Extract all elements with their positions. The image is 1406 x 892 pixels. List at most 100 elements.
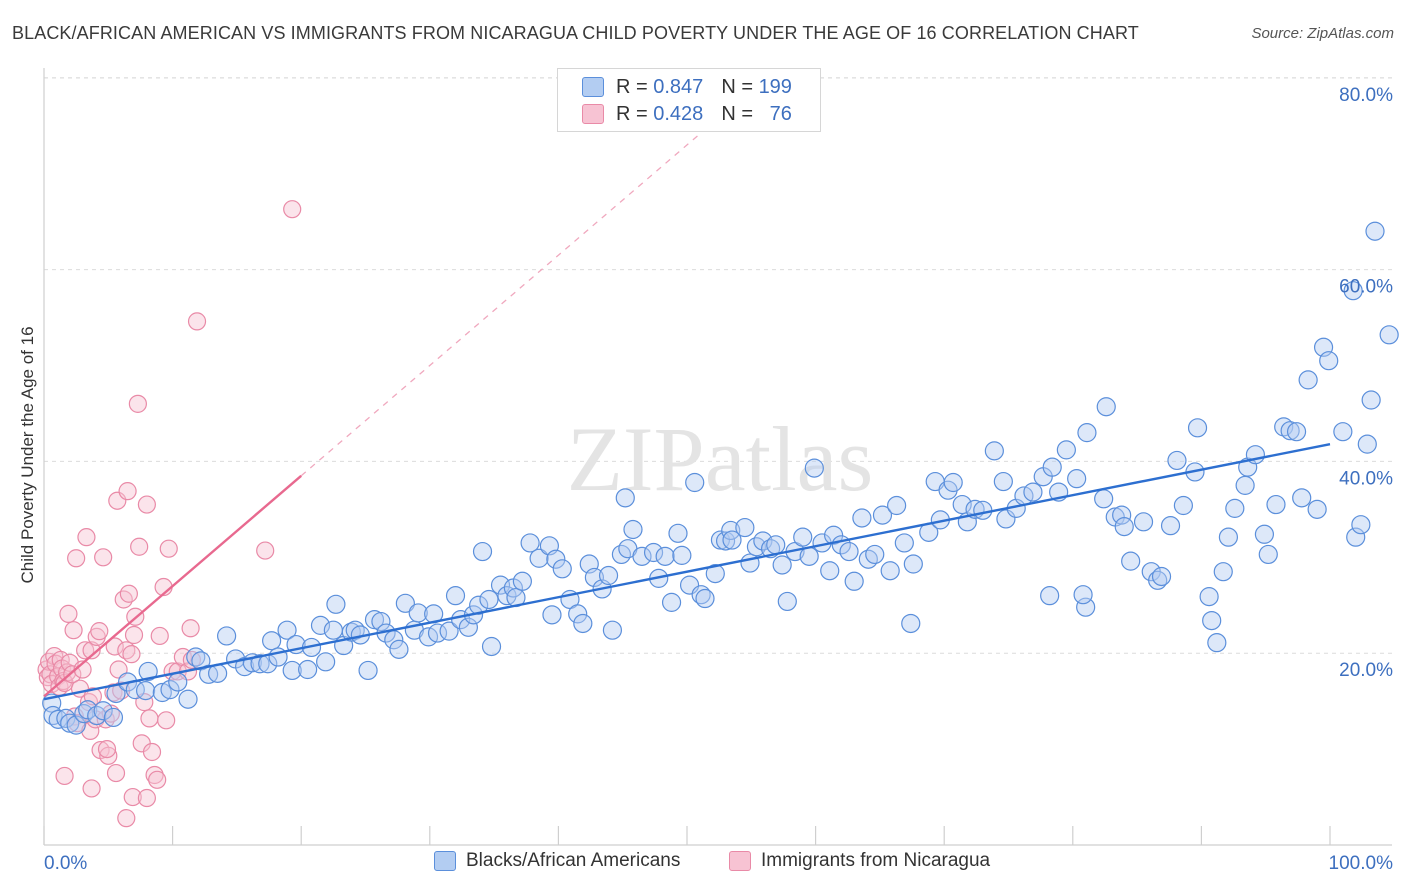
nicaragua-point — [99, 746, 118, 765]
legend-n-value: 76 — [769, 102, 792, 125]
black-point — [952, 494, 972, 515]
black-point — [880, 561, 900, 581]
nicaragua-point — [130, 537, 149, 556]
black-point — [408, 603, 428, 623]
nicaragua-point — [123, 787, 142, 807]
nicaragua-point — [124, 625, 144, 645]
black-point — [844, 571, 864, 591]
black-point — [358, 660, 378, 681]
nicaragua-point — [55, 766, 74, 786]
nicaragua-point — [77, 528, 96, 547]
black-point — [721, 520, 741, 541]
black-point — [250, 654, 270, 674]
black-point — [282, 660, 302, 681]
black-point — [542, 605, 562, 625]
black-point — [598, 565, 619, 586]
black-point — [903, 554, 923, 574]
black-point — [1133, 512, 1154, 532]
black-point — [753, 531, 773, 551]
nicaragua-point — [283, 200, 302, 219]
nicaragua-point — [148, 770, 167, 789]
black-point — [793, 527, 813, 547]
black-point — [152, 682, 172, 703]
nicaragua-point — [256, 541, 275, 560]
black-point — [310, 615, 331, 635]
black-point — [1094, 489, 1114, 509]
black-point — [584, 567, 605, 588]
black-point — [1357, 434, 1377, 454]
black-point — [1258, 544, 1278, 565]
nicaragua-point — [157, 711, 176, 730]
nicaragua-trend-extension — [300, 133, 701, 477]
black-point — [1056, 440, 1076, 460]
black-point — [668, 523, 688, 543]
black-point — [839, 541, 859, 562]
black-point — [887, 495, 907, 516]
nicaragua-point — [118, 482, 137, 501]
black-point — [901, 613, 921, 634]
legend-n-value: 199 — [758, 75, 792, 98]
black-point — [615, 488, 635, 508]
black-point — [262, 631, 282, 651]
nicaragua-point — [82, 779, 101, 798]
black-point — [655, 546, 675, 566]
black-point — [996, 509, 1016, 529]
legend-r-value: 0.847 — [653, 75, 704, 98]
black-point — [691, 585, 711, 605]
black-point — [1167, 450, 1187, 471]
nicaragua-point — [97, 739, 117, 759]
black-point — [872, 505, 893, 525]
black-point — [984, 441, 1004, 461]
black-point — [568, 604, 588, 624]
bottom-legend-label: Blacks/African Americans — [466, 850, 681, 871]
black-point — [1379, 325, 1399, 345]
black-point — [552, 559, 572, 579]
black-point — [479, 589, 499, 610]
black-trend-line — [43, 442, 1331, 701]
legend-swatch-blue — [582, 77, 604, 97]
nicaragua-point — [128, 394, 147, 413]
black-point — [445, 586, 466, 606]
nicaragua-point — [82, 641, 101, 660]
nicaragua-trend-line — [43, 474, 302, 698]
legend-row-black: R = 0.847 N = 199 — [582, 75, 792, 99]
black-point — [772, 555, 792, 575]
black-point — [852, 508, 872, 528]
black-point — [1254, 524, 1275, 544]
black-point — [326, 594, 346, 614]
black-point — [705, 564, 725, 584]
legend-row-nicaragua: R = 0.428 N = 76 — [582, 102, 792, 126]
black-point — [48, 709, 68, 729]
black-point — [1351, 515, 1371, 535]
black-point — [973, 500, 993, 520]
black-point — [1148, 570, 1168, 590]
bottom-legend-black: Blacks/African Americans — [434, 850, 680, 872]
nicaragua-point — [145, 765, 164, 785]
black-point — [1042, 457, 1062, 477]
black-point — [546, 549, 566, 569]
x-tick-label: 100.0% — [1329, 853, 1394, 874]
black-point — [715, 531, 736, 551]
black-point — [298, 659, 318, 680]
black-point — [323, 620, 343, 640]
black-point — [865, 544, 885, 565]
legend-swatch-pink — [582, 104, 604, 124]
legend-n-label: N = — [721, 102, 753, 125]
black-point — [1067, 469, 1087, 489]
black-point — [993, 471, 1013, 492]
nicaragua-point — [90, 622, 109, 641]
black-point — [632, 546, 652, 566]
black-point — [1213, 562, 1233, 582]
black-point — [178, 689, 198, 709]
black-point — [1286, 422, 1307, 442]
black-point — [799, 546, 819, 566]
black-point — [186, 647, 206, 667]
black-point — [1319, 351, 1339, 371]
nicaragua-point — [159, 539, 178, 558]
black-point — [1298, 370, 1318, 390]
black-point — [1266, 494, 1286, 515]
black-point — [168, 672, 188, 692]
black-point — [458, 617, 478, 637]
black-point — [1023, 482, 1043, 502]
x-tick-label: 0.0% — [44, 853, 87, 874]
